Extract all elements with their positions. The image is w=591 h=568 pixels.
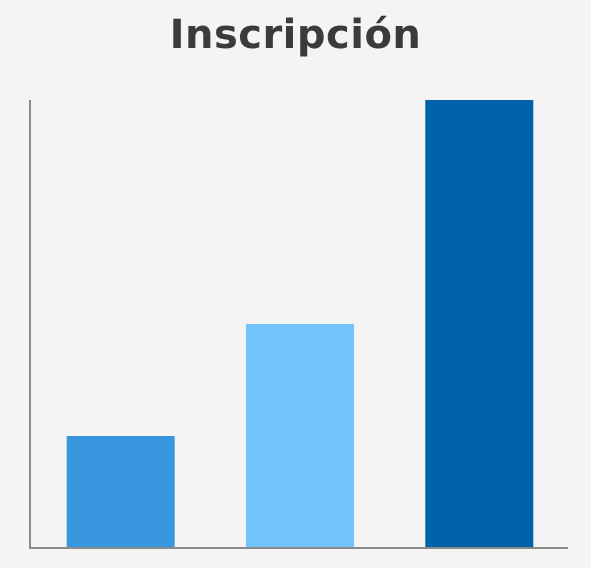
bar-2 bbox=[246, 324, 354, 548]
bar-1 bbox=[66, 436, 175, 548]
bar-group bbox=[66, 100, 534, 548]
bar-3 bbox=[425, 100, 534, 548]
chart-title: Inscripción bbox=[169, 12, 422, 58]
